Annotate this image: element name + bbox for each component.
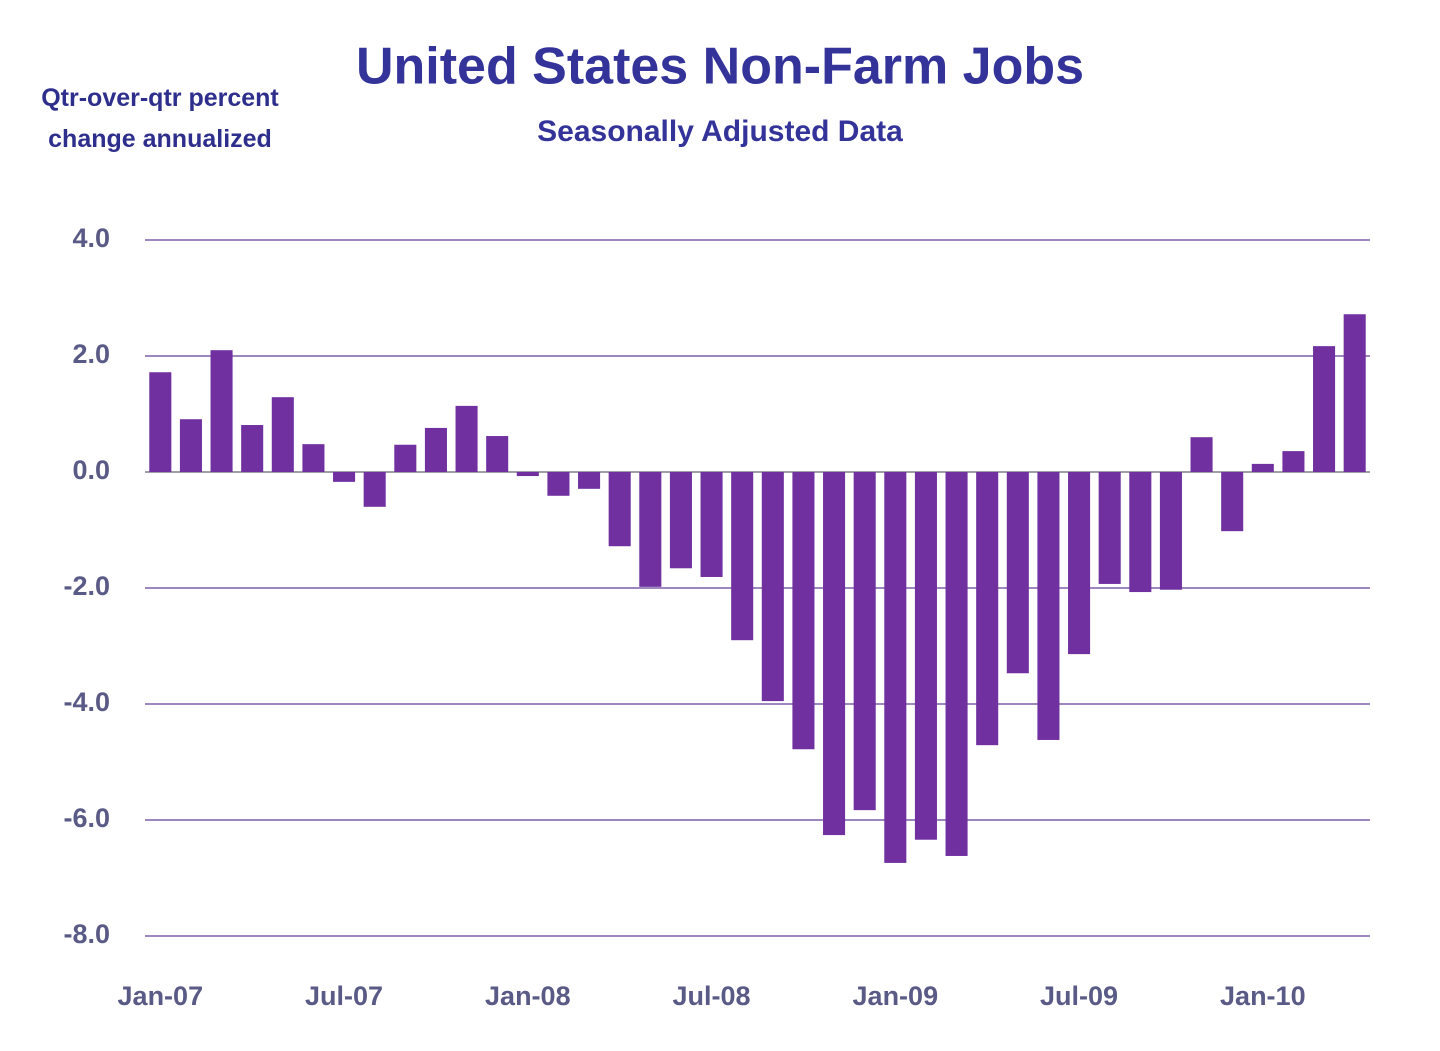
bar	[1159, 472, 1182, 590]
x-tick-label: Jul-08	[673, 981, 751, 1011]
bar	[1037, 472, 1060, 740]
bar	[639, 472, 662, 587]
chart-title: United States Non-Farm Jobs	[356, 38, 1084, 96]
bar	[792, 472, 815, 750]
bar	[1129, 472, 1152, 593]
bar	[179, 419, 202, 472]
x-tick-label: Jan-07	[118, 981, 204, 1011]
bar	[1313, 346, 1336, 472]
bar	[455, 405, 478, 472]
bar	[823, 472, 846, 836]
y-tick-label: -2.0	[63, 571, 110, 601]
bar	[1098, 472, 1121, 584]
bar	[394, 444, 417, 472]
bar	[578, 472, 601, 489]
y-tick-label: 4.0	[72, 223, 110, 253]
bar	[486, 436, 509, 472]
bar	[884, 472, 907, 863]
bar	[363, 472, 386, 507]
bar	[210, 350, 233, 472]
bar	[914, 472, 937, 840]
y-tick-label: 0.0	[72, 455, 110, 485]
bar	[516, 472, 539, 477]
bar	[271, 397, 294, 472]
bar	[853, 472, 876, 811]
bar	[976, 472, 999, 746]
bar	[241, 425, 264, 472]
bar	[945, 472, 968, 856]
y-tick-label: 2.0	[72, 339, 110, 369]
bar	[700, 472, 723, 577]
bar	[1068, 472, 1091, 655]
bar	[1251, 463, 1274, 472]
y-tick-label: -8.0	[63, 919, 110, 949]
bar	[333, 472, 356, 482]
bar	[302, 444, 325, 472]
bar	[1282, 451, 1305, 472]
bar	[1006, 472, 1029, 674]
y-tick-label: -6.0	[63, 803, 110, 833]
bar	[149, 372, 172, 472]
bar	[1190, 437, 1213, 472]
y-axis-label: Qtr-over-qtr percent change annualized	[41, 84, 279, 153]
y-tick-label: -4.0	[63, 687, 110, 717]
bar	[547, 472, 570, 496]
bar	[731, 472, 754, 641]
bar	[669, 472, 692, 569]
x-tick-label: Jul-07	[305, 981, 383, 1011]
x-tick-label: Jan-08	[485, 981, 571, 1011]
bar	[761, 472, 784, 702]
chart-subtitle: Seasonally Adjusted Data	[537, 115, 903, 148]
x-tick-label: Jan-10	[1220, 981, 1306, 1011]
x-tick-label: Jan-09	[853, 981, 939, 1011]
bar	[1221, 472, 1244, 532]
bar	[1343, 314, 1366, 472]
bar	[608, 472, 631, 547]
bar	[424, 427, 447, 472]
x-tick-label: Jul-09	[1040, 981, 1118, 1011]
